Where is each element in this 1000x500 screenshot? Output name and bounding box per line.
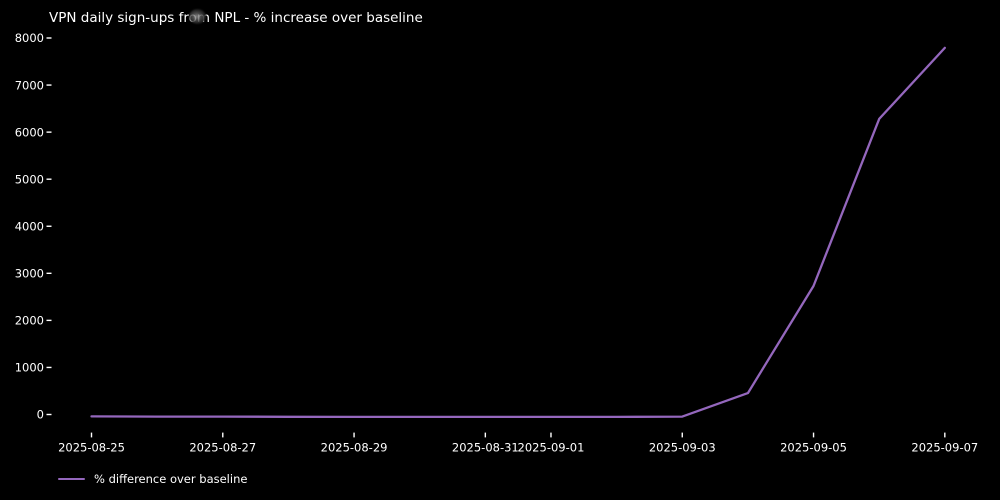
- x-tick-label: 2025-08-31: [452, 441, 519, 455]
- legend-line-swatch-icon: [58, 477, 85, 481]
- data-line-series: [90, 46, 946, 419]
- x-tick-label: 2025-09-07: [911, 441, 978, 455]
- y-tick-label: 1000: [15, 361, 44, 375]
- y-tick-label: 0: [37, 408, 44, 422]
- x-tick-label: 2025-08-27: [189, 441, 256, 455]
- y-tick-label: 6000: [15, 125, 44, 139]
- y-tick-label: 4000: [15, 219, 44, 233]
- chart-title: VPN daily sign-ups from NPL - % increase…: [49, 10, 423, 26]
- y-tick-label: 7000: [15, 78, 44, 92]
- y-tick-label: 5000: [15, 172, 44, 186]
- legend-label: % difference over baseline: [94, 472, 248, 486]
- y-tick-label: 2000: [15, 314, 44, 328]
- x-tick-label: 2025-08-29: [321, 441, 388, 455]
- x-tick-label: 2025-09-03: [649, 441, 716, 455]
- y-tick-label: 3000: [15, 267, 44, 281]
- x-tick-label: 2025-09-05: [780, 441, 847, 455]
- x-tick-label: 2025-09-01: [518, 441, 585, 455]
- y-tick-label: 8000: [15, 31, 44, 45]
- cursor-smudge-artifact: [189, 9, 206, 24]
- x-tick-label: 2025-08-25: [58, 441, 125, 455]
- legend: % difference over baseline: [58, 471, 247, 487]
